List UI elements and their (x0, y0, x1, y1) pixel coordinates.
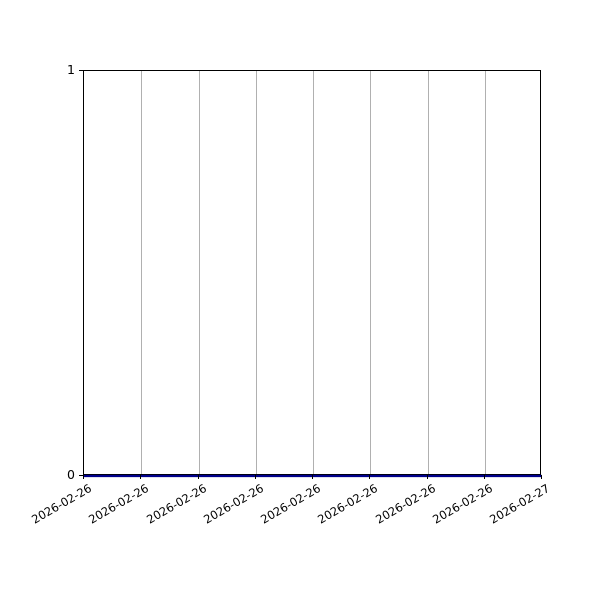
plot-area (83, 70, 542, 478)
x-tick-label: 2026-02-26 (372, 481, 438, 527)
x-tick-label: 2026-02-26 (143, 481, 209, 527)
x-tick-mark (312, 475, 314, 479)
y-tick-label: 0 (67, 467, 75, 482)
x-tick-mark (140, 475, 142, 479)
y-tick-label: 1 (67, 62, 75, 77)
x-tick-label: 2026-02-26 (315, 481, 381, 527)
x-tick-label: 2026-02-26 (429, 481, 495, 527)
x-tick-label: 2026-02-27 (487, 481, 552, 527)
gridline-vertical (141, 71, 143, 474)
x-tick-label: 2026-02-26 (29, 481, 94, 527)
x-tick-mark (83, 475, 85, 479)
gridline-vertical (427, 71, 429, 474)
x-tick-mark (483, 475, 485, 479)
y-tick-mark (79, 70, 83, 72)
x-tick-label: 2026-02-26 (86, 481, 152, 527)
x-tick-mark (369, 475, 371, 479)
series-0-canvas (84, 474, 542, 478)
gridline-vertical (484, 71, 486, 474)
gridline-vertical (370, 71, 372, 474)
x-tick-mark (197, 475, 199, 479)
gridline-vertical (313, 71, 314, 474)
x-tick-label: 2026-02-26 (200, 481, 266, 527)
y-tick-mark (79, 475, 83, 477)
gridline-vertical (198, 71, 200, 474)
x-tick-label: 2026-02-26 (258, 481, 323, 527)
gridline-vertical (255, 71, 257, 474)
x-tick-mark (541, 475, 543, 479)
x-tick-mark (426, 475, 428, 479)
x-tick-mark (254, 475, 256, 479)
